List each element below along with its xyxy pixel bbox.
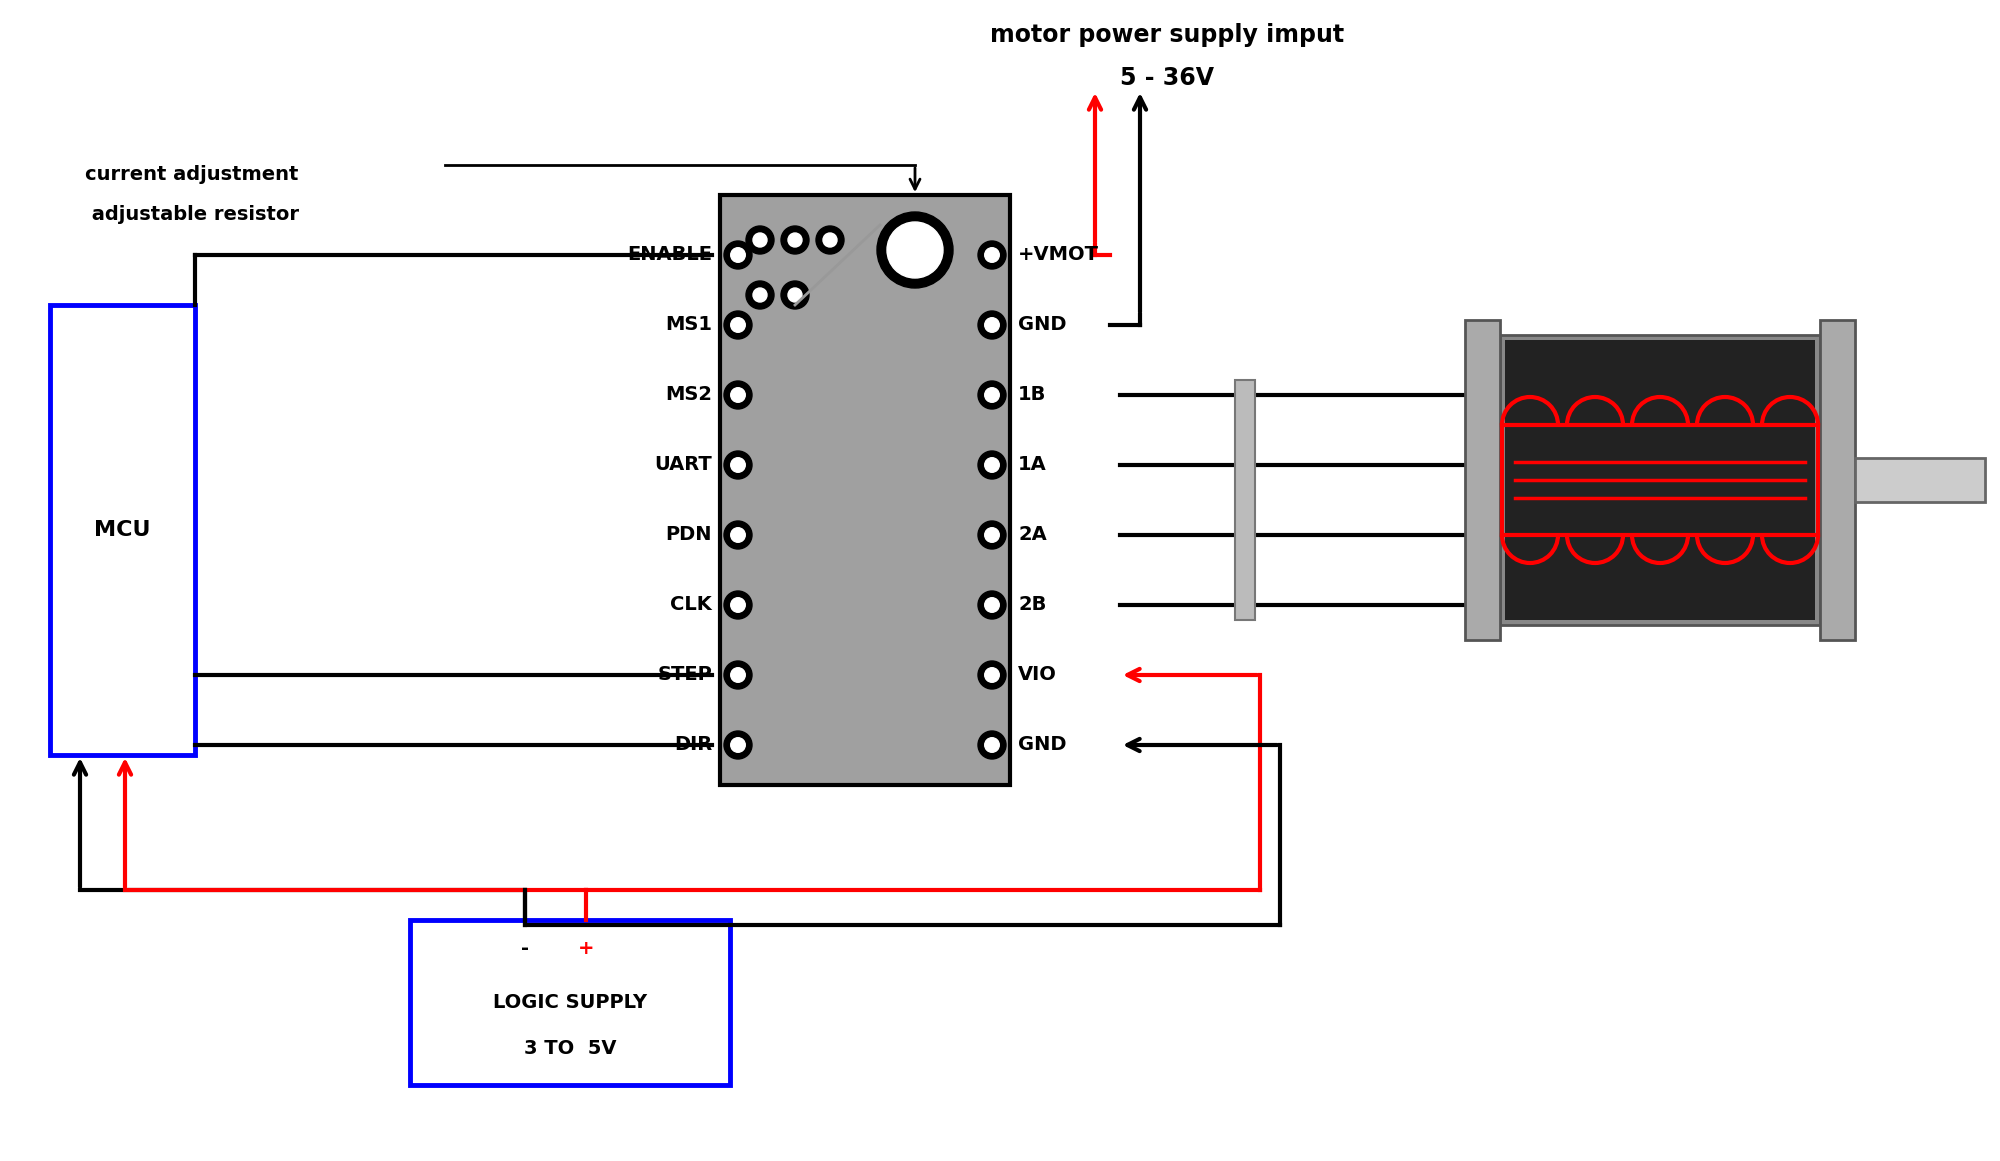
Circle shape [888,222,944,277]
Text: 1A: 1A [1018,455,1046,475]
Circle shape [724,521,752,549]
Circle shape [984,737,1000,752]
Circle shape [978,731,1006,759]
Bar [1856,457,1984,502]
Circle shape [724,591,752,619]
Text: GND: GND [1018,736,1066,755]
Text: CLK: CLK [670,596,712,614]
Text: ENABLE: ENABLE [628,245,712,265]
Circle shape [984,318,1000,332]
Text: LOGIC SUPPLY: LOGIC SUPPLY [492,993,648,1011]
Text: 1B: 1B [1018,385,1046,404]
Circle shape [724,311,752,339]
Text: STEP: STEP [658,665,712,685]
Bar [50,305,196,755]
Circle shape [788,233,802,247]
Circle shape [752,233,768,247]
Circle shape [746,226,774,254]
Text: DIR: DIR [674,736,712,755]
Circle shape [730,598,746,612]
Circle shape [724,450,752,479]
Circle shape [824,233,836,247]
Circle shape [788,288,802,302]
Text: MCU: MCU [94,520,150,540]
Circle shape [724,731,752,759]
Circle shape [978,311,1006,339]
Circle shape [724,241,752,269]
Circle shape [978,241,1006,269]
Text: 2A: 2A [1018,526,1046,545]
Circle shape [730,737,746,752]
Text: 2B: 2B [1018,596,1046,614]
Circle shape [724,661,752,688]
Circle shape [978,591,1006,619]
Circle shape [724,381,752,409]
Circle shape [730,388,746,402]
Circle shape [978,521,1006,549]
Circle shape [984,528,1000,542]
Text: -: - [522,938,530,958]
Circle shape [730,668,746,683]
Circle shape [984,457,1000,473]
Text: +: + [578,938,594,958]
Text: UART: UART [654,455,712,475]
Circle shape [984,668,1000,683]
Text: 3 TO  5V: 3 TO 5V [524,1038,616,1058]
Circle shape [978,381,1006,409]
Circle shape [730,318,746,332]
Text: VIO: VIO [1018,665,1056,685]
Text: +VMOT: +VMOT [1018,245,1100,265]
Circle shape [978,661,1006,688]
Text: PDN: PDN [666,526,712,545]
Text: motor power supply imput: motor power supply imput [990,23,1344,46]
Circle shape [816,226,844,254]
Text: adjustable resistor: adjustable resistor [84,205,300,224]
Bar [1506,340,1816,620]
Circle shape [780,226,808,254]
Circle shape [730,457,746,473]
Circle shape [978,450,1006,479]
Text: MS2: MS2 [664,385,712,404]
Text: MS1: MS1 [664,316,712,334]
Bar [1236,380,1256,620]
Circle shape [780,281,808,309]
Circle shape [730,247,746,262]
Bar [1464,320,1500,640]
Circle shape [984,598,1000,612]
FancyBboxPatch shape [720,195,1010,785]
Circle shape [984,388,1000,402]
Text: current adjustment: current adjustment [84,166,298,185]
Circle shape [752,288,768,302]
Text: GND: GND [1018,316,1066,334]
Text: 5 - 36V: 5 - 36V [1120,66,1214,91]
Bar [410,920,730,1086]
Circle shape [746,281,774,309]
Circle shape [984,247,1000,262]
Bar [1820,320,1856,640]
Bar [1500,336,1820,625]
Circle shape [876,212,954,288]
Circle shape [730,528,746,542]
